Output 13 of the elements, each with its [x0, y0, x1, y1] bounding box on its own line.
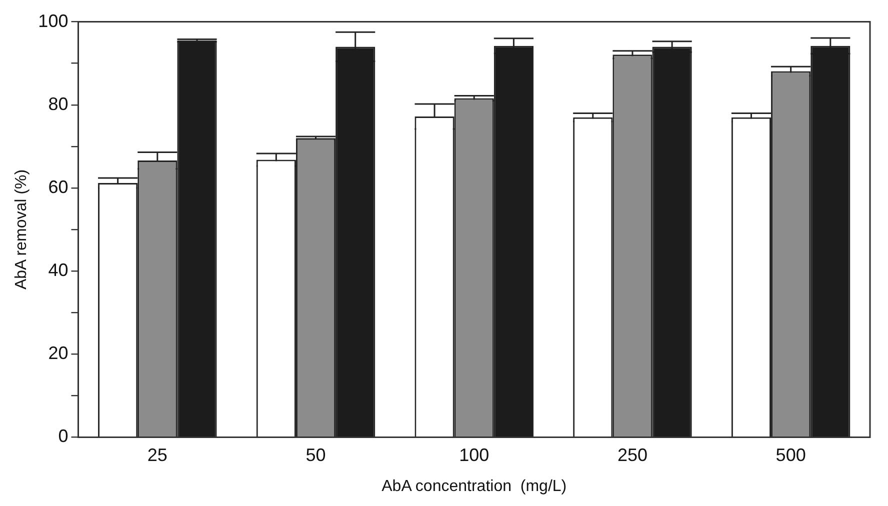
y-tick-label: 20 [48, 343, 68, 364]
x-tick-label: 100 [459, 444, 490, 465]
y-tick-label: 80 [48, 94, 68, 114]
x-tick-label: 250 [617, 444, 648, 465]
x-tick-label: 50 [306, 444, 326, 465]
y-tick-label: 100 [38, 10, 68, 31]
y-axis-title: AbA removal (%) [13, 169, 30, 290]
y-tick-label: 60 [48, 176, 68, 197]
x-tick-label: 25 [147, 444, 168, 465]
x-axis-title: AbA concentration (mg/L) [382, 478, 567, 495]
y-tick-label: 0 [58, 426, 68, 446]
y-tick-label: 40 [48, 260, 68, 280]
x-tick-label: 500 [776, 444, 806, 465]
